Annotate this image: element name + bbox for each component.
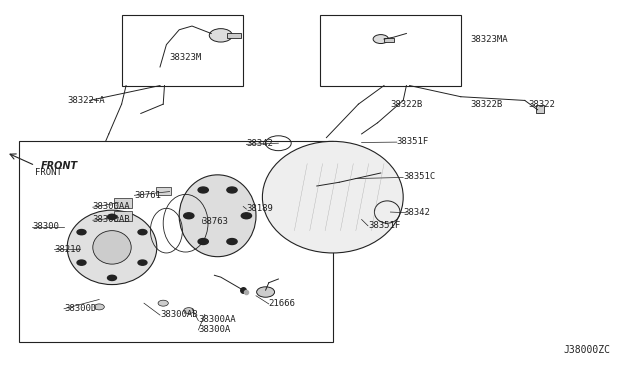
Circle shape — [184, 213, 194, 219]
FancyBboxPatch shape — [114, 211, 132, 221]
Circle shape — [373, 35, 388, 44]
Ellipse shape — [262, 141, 403, 253]
Circle shape — [209, 29, 232, 42]
Circle shape — [184, 308, 194, 314]
Ellipse shape — [179, 175, 256, 257]
Bar — [384, 38, 394, 42]
Text: 38322B: 38322B — [470, 100, 502, 109]
Circle shape — [198, 238, 209, 244]
Text: 38342: 38342 — [246, 139, 273, 148]
Text: 38300AB: 38300AB — [93, 215, 131, 224]
Circle shape — [77, 260, 86, 265]
Text: J38000ZC: J38000ZC — [563, 345, 610, 355]
Text: 38351F: 38351F — [368, 221, 400, 230]
Text: 38300AB: 38300AB — [160, 310, 198, 319]
Circle shape — [138, 230, 147, 235]
Circle shape — [108, 275, 116, 280]
Bar — [320, 15, 461, 86]
Circle shape — [227, 187, 237, 193]
Text: FRONT: FRONT — [40, 161, 77, 170]
Ellipse shape — [67, 210, 157, 285]
Text: 38300D: 38300D — [64, 304, 96, 313]
Text: 38323M: 38323M — [170, 53, 202, 62]
Text: 38351C: 38351C — [403, 172, 435, 181]
Circle shape — [158, 300, 168, 306]
Text: 38189: 38189 — [246, 204, 273, 213]
Circle shape — [198, 187, 209, 193]
Circle shape — [77, 230, 86, 235]
Text: 38763: 38763 — [202, 217, 228, 226]
Text: 38322+A: 38322+A — [67, 96, 105, 105]
Circle shape — [241, 213, 252, 219]
Text: 38322: 38322 — [528, 100, 555, 109]
Text: 38342: 38342 — [403, 208, 430, 217]
Text: FRONT: FRONT — [35, 169, 62, 177]
Text: 38322B: 38322B — [390, 100, 422, 109]
Text: 21666: 21666 — [269, 299, 296, 308]
Circle shape — [227, 238, 237, 244]
Text: 38300A: 38300A — [198, 325, 230, 334]
Circle shape — [138, 260, 147, 265]
FancyBboxPatch shape — [156, 187, 171, 195]
Text: 38300AA: 38300AA — [198, 315, 236, 324]
Circle shape — [94, 304, 104, 310]
FancyBboxPatch shape — [114, 198, 132, 208]
Text: 38323MA: 38323MA — [470, 35, 508, 44]
Ellipse shape — [93, 231, 131, 264]
Circle shape — [108, 214, 116, 219]
Text: 38300AA: 38300AA — [93, 202, 131, 211]
Text: 38300: 38300 — [32, 222, 59, 231]
Bar — [536, 105, 544, 113]
Text: 38761: 38761 — [134, 191, 161, 200]
Bar — [227, 33, 241, 38]
Bar — [19, 141, 333, 342]
Bar — [122, 15, 243, 86]
Text: 38210: 38210 — [54, 245, 81, 254]
Text: 38351F: 38351F — [397, 137, 429, 146]
Circle shape — [257, 287, 275, 297]
